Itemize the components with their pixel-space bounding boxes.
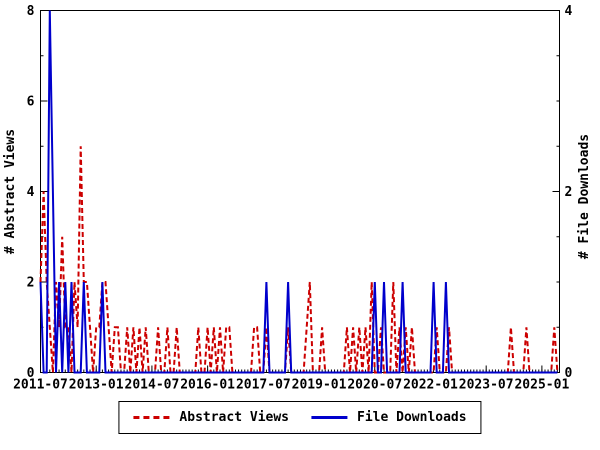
right-axis-title: # File Downloads bbox=[577, 134, 592, 259]
left-tick-label: 0 bbox=[27, 366, 35, 381]
legend: Abstract Views File Downloads bbox=[118, 401, 482, 434]
x-tick-label: 2013-01 bbox=[69, 378, 124, 393]
left-tick-label: 4 bbox=[27, 185, 35, 200]
left-tick-label: 8 bbox=[27, 4, 35, 19]
legend-label-abstract-views: Abstract Views bbox=[179, 410, 289, 425]
series-line-file-downloads bbox=[39, 10, 558, 374]
right-tick-label: 0 bbox=[565, 366, 573, 381]
legend-label-file-downloads: File Downloads bbox=[357, 410, 467, 425]
x-tick-label: 2023-07 bbox=[459, 378, 514, 393]
left-tick-label: 6 bbox=[27, 95, 35, 110]
legend-item-file-downloads: File Downloads bbox=[311, 410, 467, 425]
right-tick-label: 2 bbox=[565, 185, 573, 200]
x-tick-label: 2014-07 bbox=[125, 378, 180, 393]
plot-border bbox=[40, 10, 560, 373]
legend-item-abstract-views: Abstract Views bbox=[133, 410, 289, 425]
x-tick-label: 2020-07 bbox=[347, 378, 402, 393]
x-tick-label: 2025-01 bbox=[514, 378, 569, 393]
x-tick-label: 2019-01 bbox=[292, 378, 347, 393]
right-tick-label: 4 bbox=[565, 4, 573, 19]
x-tick-label: 2016-01 bbox=[180, 378, 235, 393]
legend-red-dashed-line-sample bbox=[133, 416, 170, 419]
plot-area: 0 2 4 6 8 0 2 4 2011-07 2013-01 2014-07 2016-01 2017… bbox=[3, 4, 592, 393]
left-tick-label: 2 bbox=[27, 276, 35, 291]
left-axis-title: # Abstract Views bbox=[3, 129, 18, 254]
x-tick-label: 2011-07 bbox=[13, 378, 68, 393]
x-tick-label: 2022-01 bbox=[403, 378, 458, 393]
series-line-abstract-views bbox=[39, 146, 559, 374]
x-tick-label: 2017-07 bbox=[236, 378, 291, 393]
legend-blue-solid-line-sample bbox=[311, 416, 347, 419]
